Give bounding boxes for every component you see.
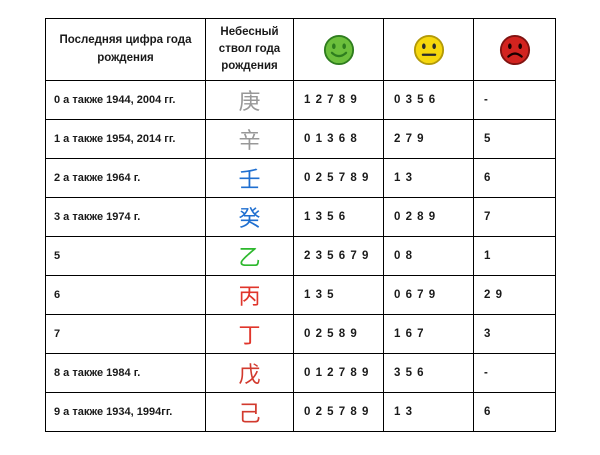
heavenly-stem-cell: 丙 — [205, 275, 294, 315]
neutral-numbers-cell: 1 3 — [383, 392, 474, 432]
year-digit-cell: 3 а также 1974 г. — [45, 197, 206, 237]
neutral-numbers-cell: 0 3 5 6 — [383, 80, 474, 120]
year-digit-cell: 1 а также 1954, 2014 гг. — [45, 119, 206, 159]
header-heavenly-stem: Небесный ствол года рождения — [205, 18, 294, 81]
neutral-numbers-cell: 2 7 9 — [383, 119, 474, 159]
stems-table: Последняя цифра года рождения Небесный с… — [45, 18, 556, 432]
heavenly-stem-cell: 癸 — [205, 197, 294, 237]
heavenly-stem-cell: 壬 — [205, 158, 294, 198]
year-digit-cell: 0 а также 1944, 2004 гг. — [45, 80, 206, 120]
neutral-numbers-cell: 0 6 7 9 — [383, 275, 474, 315]
bad-numbers-cell: 6 — [473, 392, 556, 432]
heavenly-stem-cell: 丁 — [205, 314, 294, 354]
good-numbers-cell: 1 3 5 6 — [293, 197, 384, 237]
heavenly-stem-cell: 己 — [205, 392, 294, 432]
neutral-numbers-cell: 1 6 7 — [383, 314, 474, 354]
neutral-numbers-cell: 0 8 — [383, 236, 474, 276]
bad-numbers-cell: 2 9 — [473, 275, 556, 315]
bad-numbers-cell: 7 — [473, 197, 556, 237]
year-digit-cell: 8 а также 1984 г. — [45, 353, 206, 393]
bad-numbers-cell: - — [473, 80, 556, 120]
good-numbers-cell: 0 2 5 7 8 9 — [293, 392, 384, 432]
neutral-numbers-cell: 3 5 6 — [383, 353, 474, 393]
bad-numbers-cell: - — [473, 353, 556, 393]
good-numbers-cell: 0 1 2 7 8 9 — [293, 353, 384, 393]
year-digit-cell: 5 — [45, 236, 206, 276]
header-last-digit: Последняя цифра года рождения — [45, 18, 206, 81]
heavenly-stem-cell: 戊 — [205, 353, 294, 393]
neutral-numbers-cell: 0 2 8 9 — [383, 197, 474, 237]
sad-face-icon — [499, 34, 530, 65]
year-digit-cell: 6 — [45, 275, 206, 315]
bad-numbers-cell: 6 — [473, 158, 556, 198]
bad-numbers-cell: 3 — [473, 314, 556, 354]
header-neutral — [383, 18, 474, 81]
neutral-numbers-cell: 1 3 — [383, 158, 474, 198]
bad-numbers-cell: 5 — [473, 119, 556, 159]
good-numbers-cell: 1 2 7 8 9 — [293, 80, 384, 120]
heavenly-stem-cell: 乙 — [205, 236, 294, 276]
good-numbers-cell: 1 3 5 — [293, 275, 384, 315]
good-numbers-cell: 0 2 5 7 8 9 — [293, 158, 384, 198]
happy-face-icon — [323, 34, 354, 65]
year-digit-cell: 9 а также 1934, 1994гг. — [45, 392, 206, 432]
good-numbers-cell: 0 2 5 8 9 — [293, 314, 384, 354]
header-row: Последняя цифра года рождения Небесный с… — [45, 18, 556, 81]
good-numbers-cell: 2 3 5 6 7 9 — [293, 236, 384, 276]
neutral-face-icon — [413, 34, 444, 65]
year-digit-cell: 7 — [45, 314, 206, 354]
bad-numbers-cell: 1 — [473, 236, 556, 276]
heavenly-stem-cell: 辛 — [205, 119, 294, 159]
header-sad — [473, 18, 556, 81]
header-happy — [293, 18, 384, 81]
year-digit-cell: 2 а также 1964 г. — [45, 158, 206, 198]
good-numbers-cell: 0 1 3 6 8 — [293, 119, 384, 159]
heavenly-stem-cell: 庚 — [205, 80, 294, 120]
